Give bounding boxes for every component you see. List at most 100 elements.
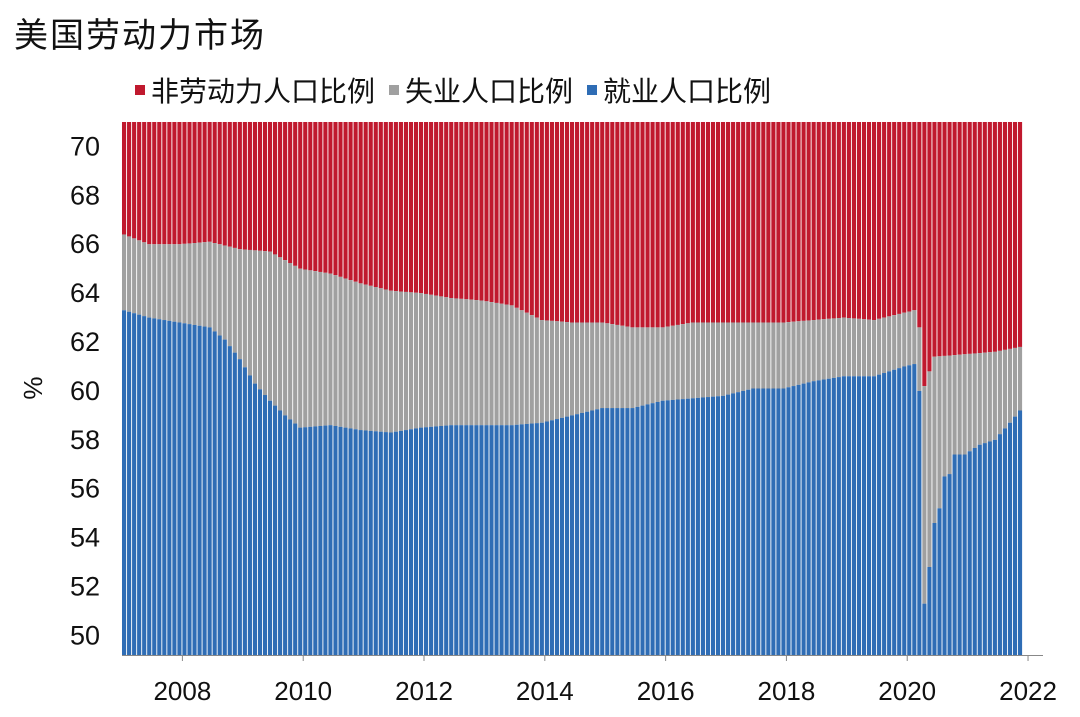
bar-employed: [383, 432, 388, 655]
bar-non-labor: [771, 122, 776, 323]
bar-unemployed: [222, 245, 227, 340]
bar-non-labor: [866, 122, 872, 320]
bar-unemployed: [147, 244, 152, 318]
bar-unemployed: [695, 322, 700, 398]
bar-employed: [856, 376, 862, 655]
bar-non-labor: [650, 122, 655, 328]
bar-unemployed: [962, 354, 967, 455]
bar-unemployed: [851, 318, 856, 377]
bar-non-labor: [590, 122, 595, 323]
bar-employed: [132, 313, 137, 655]
bar-employed: [192, 324, 197, 655]
x-tick-label: 2014: [516, 676, 574, 706]
bar-unemployed: [866, 319, 872, 377]
bar-employed: [167, 320, 172, 655]
bar-non-labor: [927, 122, 932, 372]
bar-employed: [731, 393, 736, 655]
bar-unemployed: [313, 271, 318, 427]
bar-unemployed: [595, 322, 600, 410]
bar-non-labor: [705, 122, 711, 323]
bar-non-labor: [902, 122, 907, 313]
bar-employed: [393, 431, 398, 655]
bar-unemployed: [524, 312, 529, 424]
bar-unemployed: [142, 242, 147, 317]
bar-non-labor: [595, 122, 600, 323]
bar-employed: [504, 425, 509, 655]
bar-employed: [303, 427, 308, 655]
bar-non-labor: [494, 122, 499, 303]
bar-non-labor: [871, 122, 877, 321]
bar-non-labor: [821, 122, 826, 320]
bar-employed: [932, 522, 937, 655]
bar-employed: [741, 390, 746, 655]
bar-non-labor: [922, 122, 927, 387]
bar-employed: [564, 416, 570, 655]
bar-non-labor: [600, 122, 605, 323]
bar-unemployed: [932, 356, 937, 523]
bar-employed: [650, 403, 655, 655]
bar-unemployed: [363, 284, 368, 431]
bar-non-labor: [710, 122, 716, 323]
bar-unemployed: [731, 322, 736, 394]
bar-unemployed: [137, 240, 142, 315]
bar-non-labor: [892, 122, 897, 316]
bar-non-labor: [444, 122, 449, 298]
bar-non-labor: [429, 122, 434, 295]
bar-non-labor: [509, 122, 514, 306]
bar-non-labor: [142, 122, 147, 243]
bar-non-labor: [152, 122, 157, 245]
bar-employed: [791, 386, 796, 655]
bar-employed: [761, 388, 766, 655]
bar-employed: [494, 425, 499, 655]
bar-unemployed: [444, 297, 449, 426]
bar-unemployed: [484, 301, 489, 426]
bar-unemployed: [877, 318, 882, 375]
bar-employed: [726, 394, 731, 655]
bar-non-labor: [700, 122, 705, 323]
bar-employed: [127, 311, 132, 655]
bar-employed: [343, 427, 348, 655]
bar-unemployed: [333, 275, 338, 426]
bar-unemployed: [549, 320, 554, 421]
bar-employed: [776, 388, 781, 655]
bar-employed: [831, 377, 836, 655]
bar-employed: [162, 320, 167, 655]
bar-employed: [283, 415, 288, 655]
bar-employed: [992, 439, 997, 655]
bar-unemployed: [293, 265, 298, 424]
bar-non-labor: [313, 122, 318, 272]
bar-non-labor: [514, 122, 519, 308]
bar-employed: [610, 408, 615, 655]
legend-label-unemployed: 失业人口比例: [405, 75, 574, 108]
bar-employed: [429, 426, 434, 655]
bar-employed: [353, 429, 358, 655]
bar-employed: [217, 335, 222, 655]
bar-unemployed: [408, 292, 414, 430]
bar-employed: [786, 387, 791, 655]
bar-unemployed: [902, 312, 907, 367]
bar-unemployed: [937, 356, 942, 509]
bar-unemployed: [610, 324, 615, 409]
bar-non-labor: [177, 122, 182, 245]
bar-unemployed: [418, 293, 424, 428]
bar-employed: [328, 425, 333, 655]
bar-employed: [796, 384, 801, 655]
bar-unemployed: [700, 322, 705, 398]
bar-unemployed: [660, 327, 665, 401]
bar-non-labor: [575, 122, 580, 323]
bar-unemployed: [826, 318, 831, 379]
bar-employed: [459, 425, 464, 655]
bar-non-labor: [675, 122, 680, 325]
bar-non-labor: [952, 122, 957, 356]
bar-unemployed: [358, 283, 363, 431]
bar-employed: [670, 399, 675, 655]
bar-employed: [882, 373, 887, 655]
legend-swatch-employed: [587, 85, 598, 95]
bar-employed: [242, 367, 247, 655]
bar-employed: [977, 444, 982, 655]
bar-employed: [710, 396, 716, 655]
legend-swatch-non-labor: [135, 85, 145, 95]
bar-employed: [479, 425, 484, 655]
bar-employed: [947, 474, 952, 655]
bar-employed: [308, 426, 313, 655]
